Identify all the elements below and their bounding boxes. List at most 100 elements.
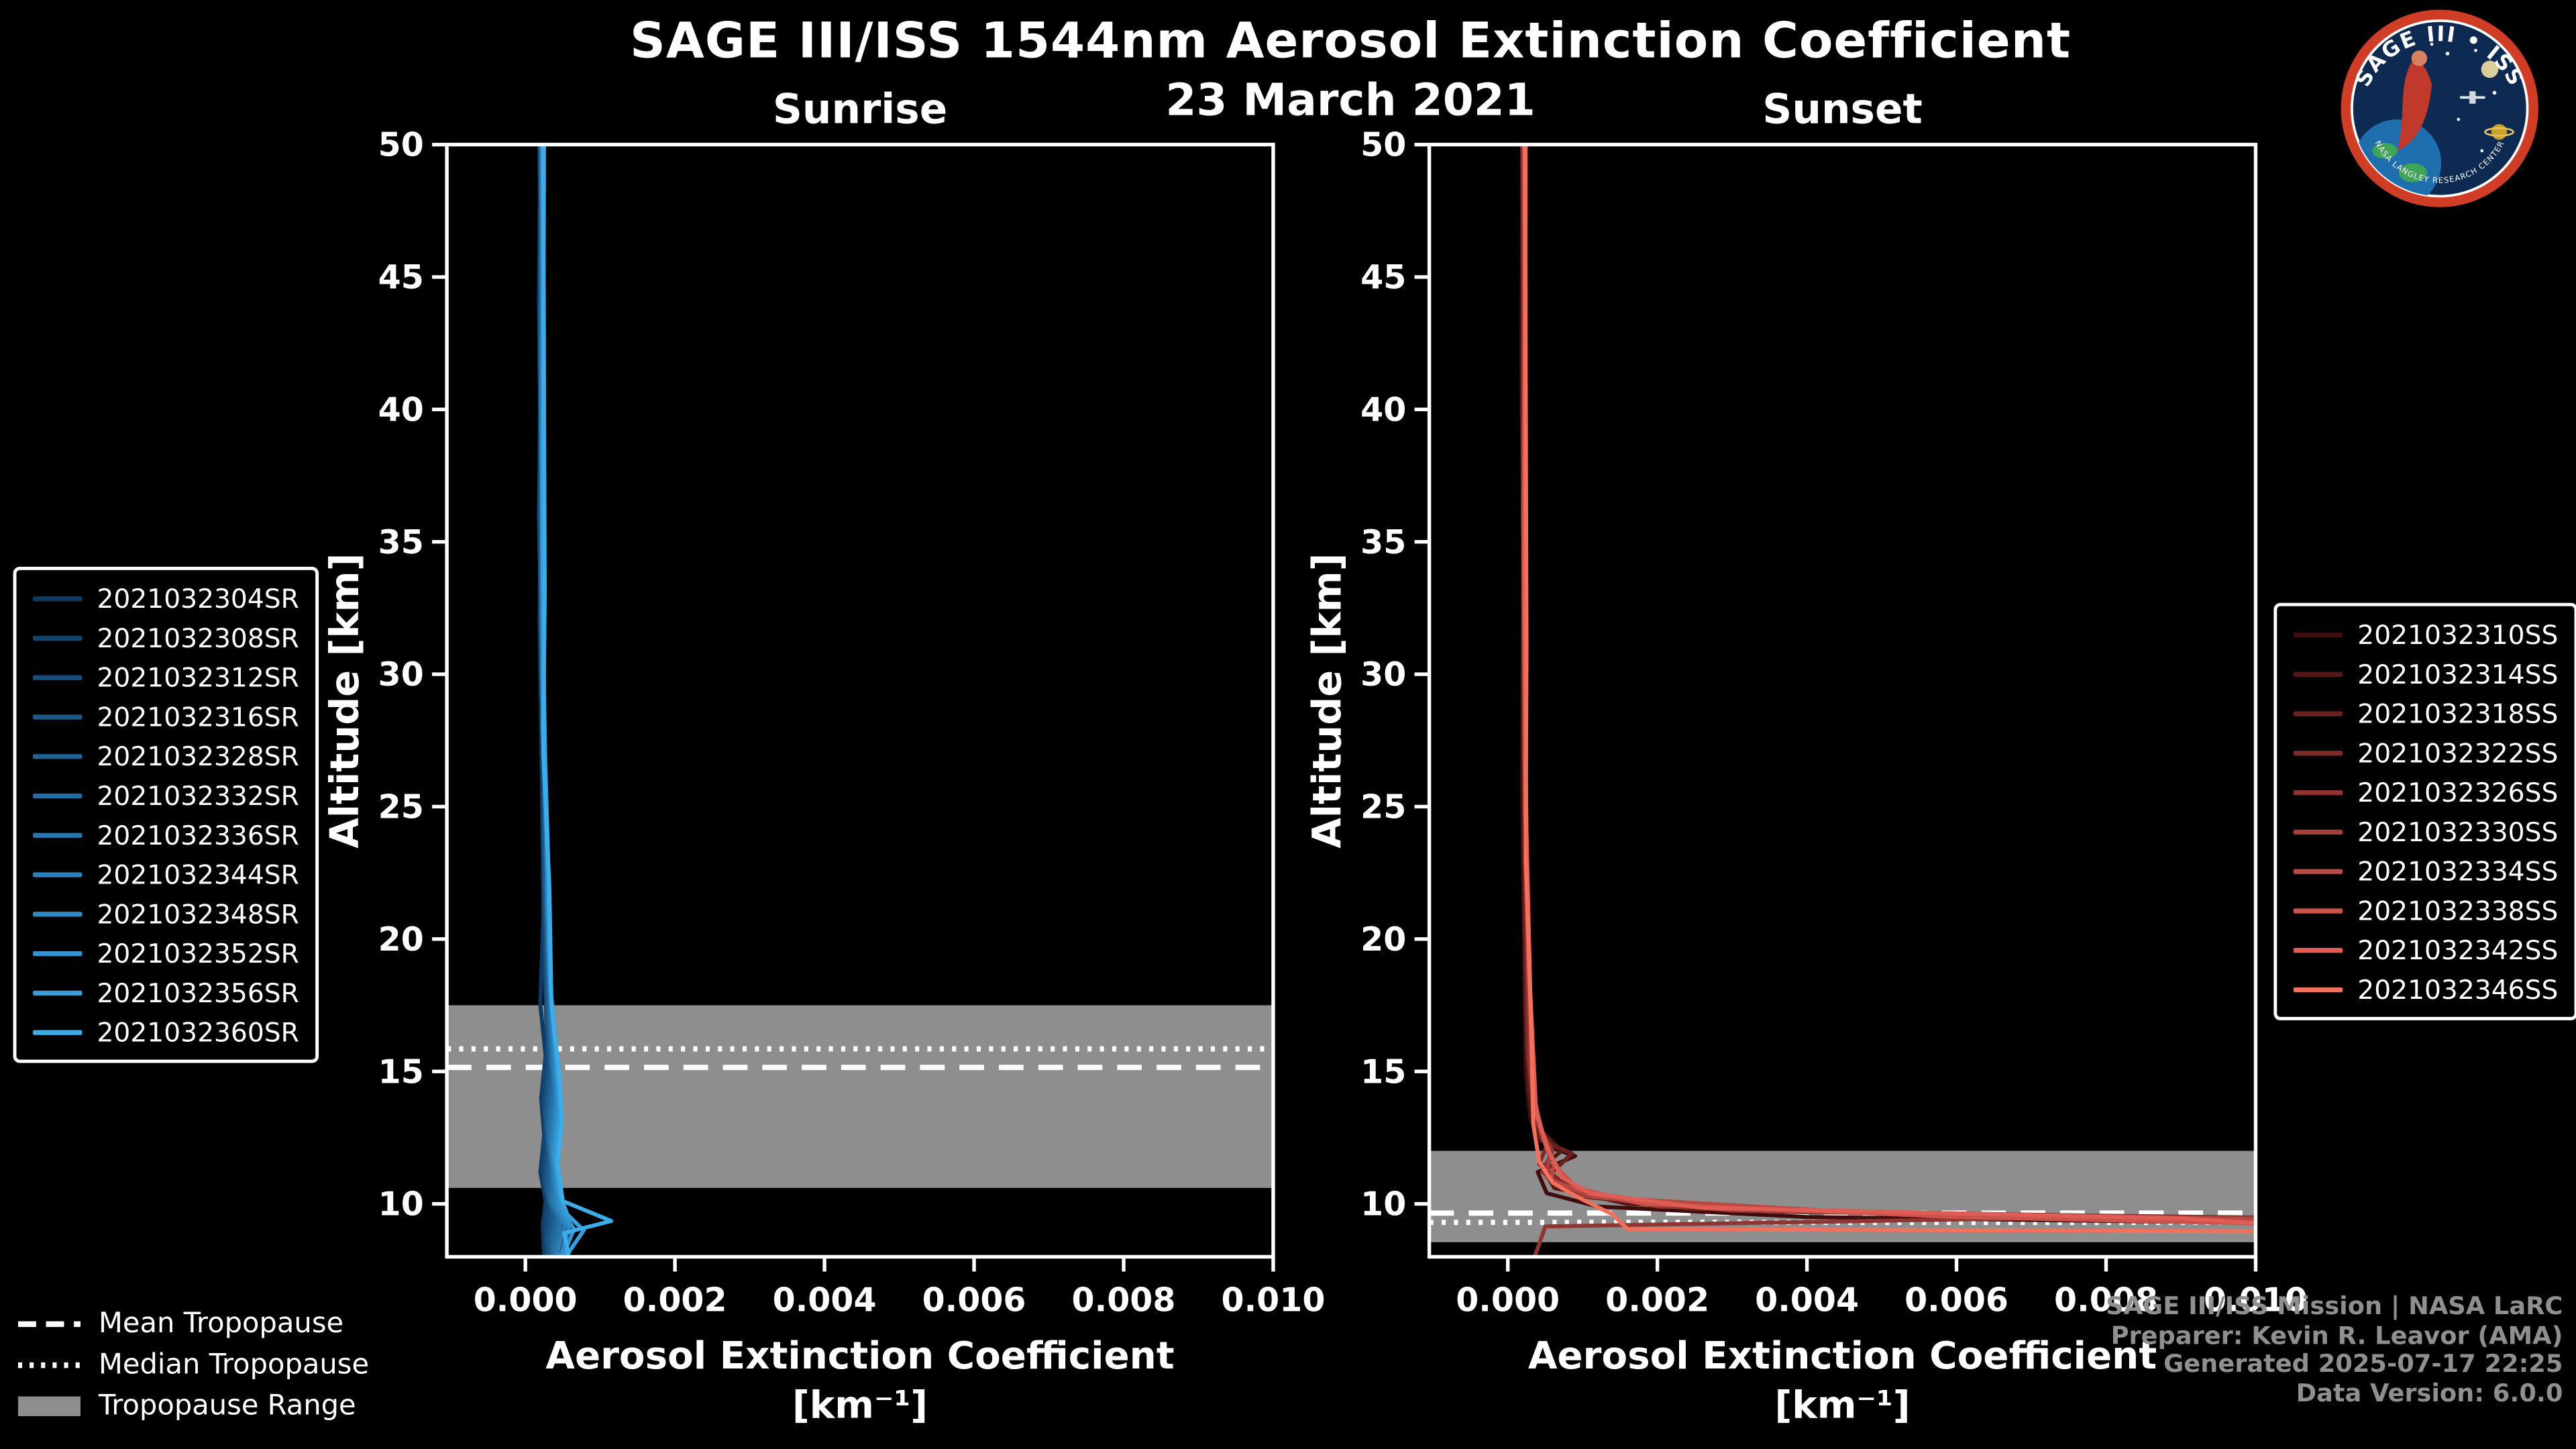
legend-entry: 2021032316SR	[32, 696, 299, 736]
dashed-line-icon	[17, 1320, 81, 1326]
legend-entry: 2021032328SR	[32, 736, 299, 775]
legend-line-swatch	[32, 792, 83, 798]
legend-entry: 2021032338SS	[2293, 890, 2558, 930]
legend-line-swatch	[2293, 908, 2343, 913]
x-tick-label: 0.000	[1456, 1281, 1560, 1319]
x-tick-label: 0.008	[2054, 1281, 2158, 1319]
credit-line-generated: Generated 2025-07-17 22:25	[2163, 1348, 2563, 1379]
y-tick-label: 15	[1360, 1053, 1406, 1091]
sunrise-legend: 2021032304SR 2021032308SR 2021032312SR 2021…	[13, 566, 319, 1063]
legend-line-swatch	[32, 635, 83, 640]
profile-line-2021032318SS	[1519, 144, 2256, 1221]
logo-moon	[2481, 60, 2499, 78]
x-axis-label: Aerosol Extinction Coefficient	[545, 1334, 1174, 1378]
gray-band-icon	[17, 1395, 81, 1415]
legend-line-swatch	[32, 753, 83, 759]
credit-line-mission: SAGE III/ISS Mission | NASA LaRC	[2106, 1291, 2563, 1321]
logo-figure	[2397, 60, 2432, 151]
legend-entry: 2021032310SS	[2293, 614, 2559, 654]
y-tick-label: 15	[378, 1053, 424, 1091]
legend-entry: 2021032308SR	[32, 618, 299, 657]
legend-entry: 2021032334SS	[2293, 851, 2558, 891]
legend-label: 2021032310SS	[2357, 619, 2559, 650]
legend-line-swatch	[2293, 710, 2343, 716]
legend-entry: 2021032312SR	[32, 657, 299, 697]
sage-iii-iss-mission-logo-icon: SAGE III • ISS NASA LANGLEY RESEARCH CEN…	[2341, 9, 2538, 207]
profile-line-2021032342SS	[1522, 144, 2256, 1226]
legend-entry: 2021032348SR	[32, 894, 299, 933]
legend-label: Tropopause Range	[98, 1389, 356, 1422]
x-axis-units: [km⁻¹]	[1775, 1383, 1911, 1427]
legend-label: 2021032360SR	[97, 1016, 299, 1048]
legend-line-swatch	[32, 989, 83, 995]
panel-title: Sunrise	[773, 86, 947, 133]
y-tick-label: 45	[378, 258, 424, 297]
legend-entry: 2021032336SR	[32, 815, 299, 855]
y-tick-label: 25	[378, 788, 424, 826]
profile-line-2021032310SS	[1519, 144, 2256, 1225]
legend-entry: 2021032330SS	[2293, 812, 2559, 851]
legend-entry: 2021032304SR	[32, 578, 299, 618]
legend-entry: 2021032346SS	[2293, 969, 2559, 1009]
y-tick-label: 35	[1360, 523, 1406, 561]
legend-line-swatch	[32, 1029, 83, 1034]
legend-entry: 2021032326SS	[2293, 772, 2559, 812]
legend-line-swatch	[32, 910, 83, 916]
legend-entry: 2021032360SR	[32, 1012, 299, 1052]
y-tick-label: 50	[1360, 126, 1406, 164]
logo-planet	[2491, 123, 2508, 140]
legend-line-swatch	[32, 871, 83, 877]
x-tick-label: 0.000	[474, 1281, 578, 1319]
legend-label: 2021032346SS	[2357, 973, 2559, 1005]
legend-label: 2021032318SS	[2357, 697, 2559, 729]
plot-date: 23 March 2021	[1165, 75, 1536, 127]
legend-label: 2021032348SR	[97, 898, 299, 929]
legend-entry: 2021032344SR	[32, 854, 299, 894]
x-tick-label: 0.004	[773, 1281, 877, 1319]
legend-entry: 2021032322SS	[2293, 733, 2558, 772]
x-axis-label: Aerosol Extinction Coefficient	[1528, 1334, 2157, 1378]
legend-line-swatch	[32, 714, 83, 719]
y-axis-label: Altitude [km]	[321, 553, 368, 848]
y-tick-label: 30	[1360, 655, 1406, 694]
profile-line-2021032334SS	[1521, 144, 2256, 1222]
legend-entry: 2021032314SS	[2293, 654, 2559, 694]
legend-entry: 2021032352SR	[32, 933, 299, 973]
legend-entry-median-tropopause: Median Tropopause	[16, 1344, 369, 1385]
x-tick-label: 0.002	[623, 1281, 727, 1319]
legend-label: 2021032330SS	[2357, 815, 2559, 847]
x-axis-units: [km⁻¹]	[792, 1383, 928, 1427]
sunset-legend: 2021032310SS 2021032314SS 2021032318SS 2021…	[2273, 602, 2576, 1020]
legend-label: 2021032312SR	[97, 661, 299, 693]
sunrise-chart: 10 15 20 25 30 35 40 45 50 0.000 0.002 0.004 0.006 0.…	[321, 86, 1326, 1428]
legend-label: Mean Tropopause	[98, 1307, 344, 1340]
legend-label: 2021032314SS	[2357, 657, 2559, 690]
legend-entry: 2021032356SR	[32, 973, 299, 1012]
legend-entry: 2021032318SS	[2293, 693, 2559, 733]
legend-entry: 2021032342SS	[2293, 930, 2558, 969]
legend-entry-mean-tropopause: Mean Tropopause	[16, 1303, 369, 1344]
legend-label: 2021032336SR	[97, 818, 299, 851]
legend-line-swatch	[2293, 671, 2343, 676]
legend-line-swatch	[2293, 986, 2343, 991]
profile-line-2021032322SS	[1521, 144, 2256, 1220]
tropopause-legend: Mean Tropopause Median Tropopause Tropop…	[16, 1303, 369, 1426]
x-tick-label: 0.006	[922, 1281, 1026, 1319]
y-tick-label: 20	[1360, 920, 1406, 959]
y-axis-label: Altitude [km]	[1303, 553, 1350, 848]
legend-label: 2021032328SR	[97, 740, 299, 771]
profile-line-2021032346SS	[1523, 144, 2256, 1234]
y-tick-label: 20	[378, 920, 424, 959]
panel-title: Sunset	[1762, 86, 1922, 133]
credit-line-data-version: Data Version: 6.0.0	[2296, 1377, 2563, 1407]
legend-label: Median Tropopause	[98, 1348, 370, 1381]
legend-line-swatch	[32, 950, 83, 956]
legend-line-swatch	[2293, 868, 2343, 873]
dotted-line-icon	[17, 1361, 81, 1368]
legend-line-swatch	[2293, 631, 2343, 637]
profile-line-2021032314SS	[1519, 144, 2256, 1222]
credit-line-preparer: Preparer: Kevin R. Leavor (AMA)	[2110, 1320, 2563, 1350]
legend-line-swatch	[2293, 947, 2343, 953]
legend-label: 2021032326SS	[2357, 776, 2559, 808]
